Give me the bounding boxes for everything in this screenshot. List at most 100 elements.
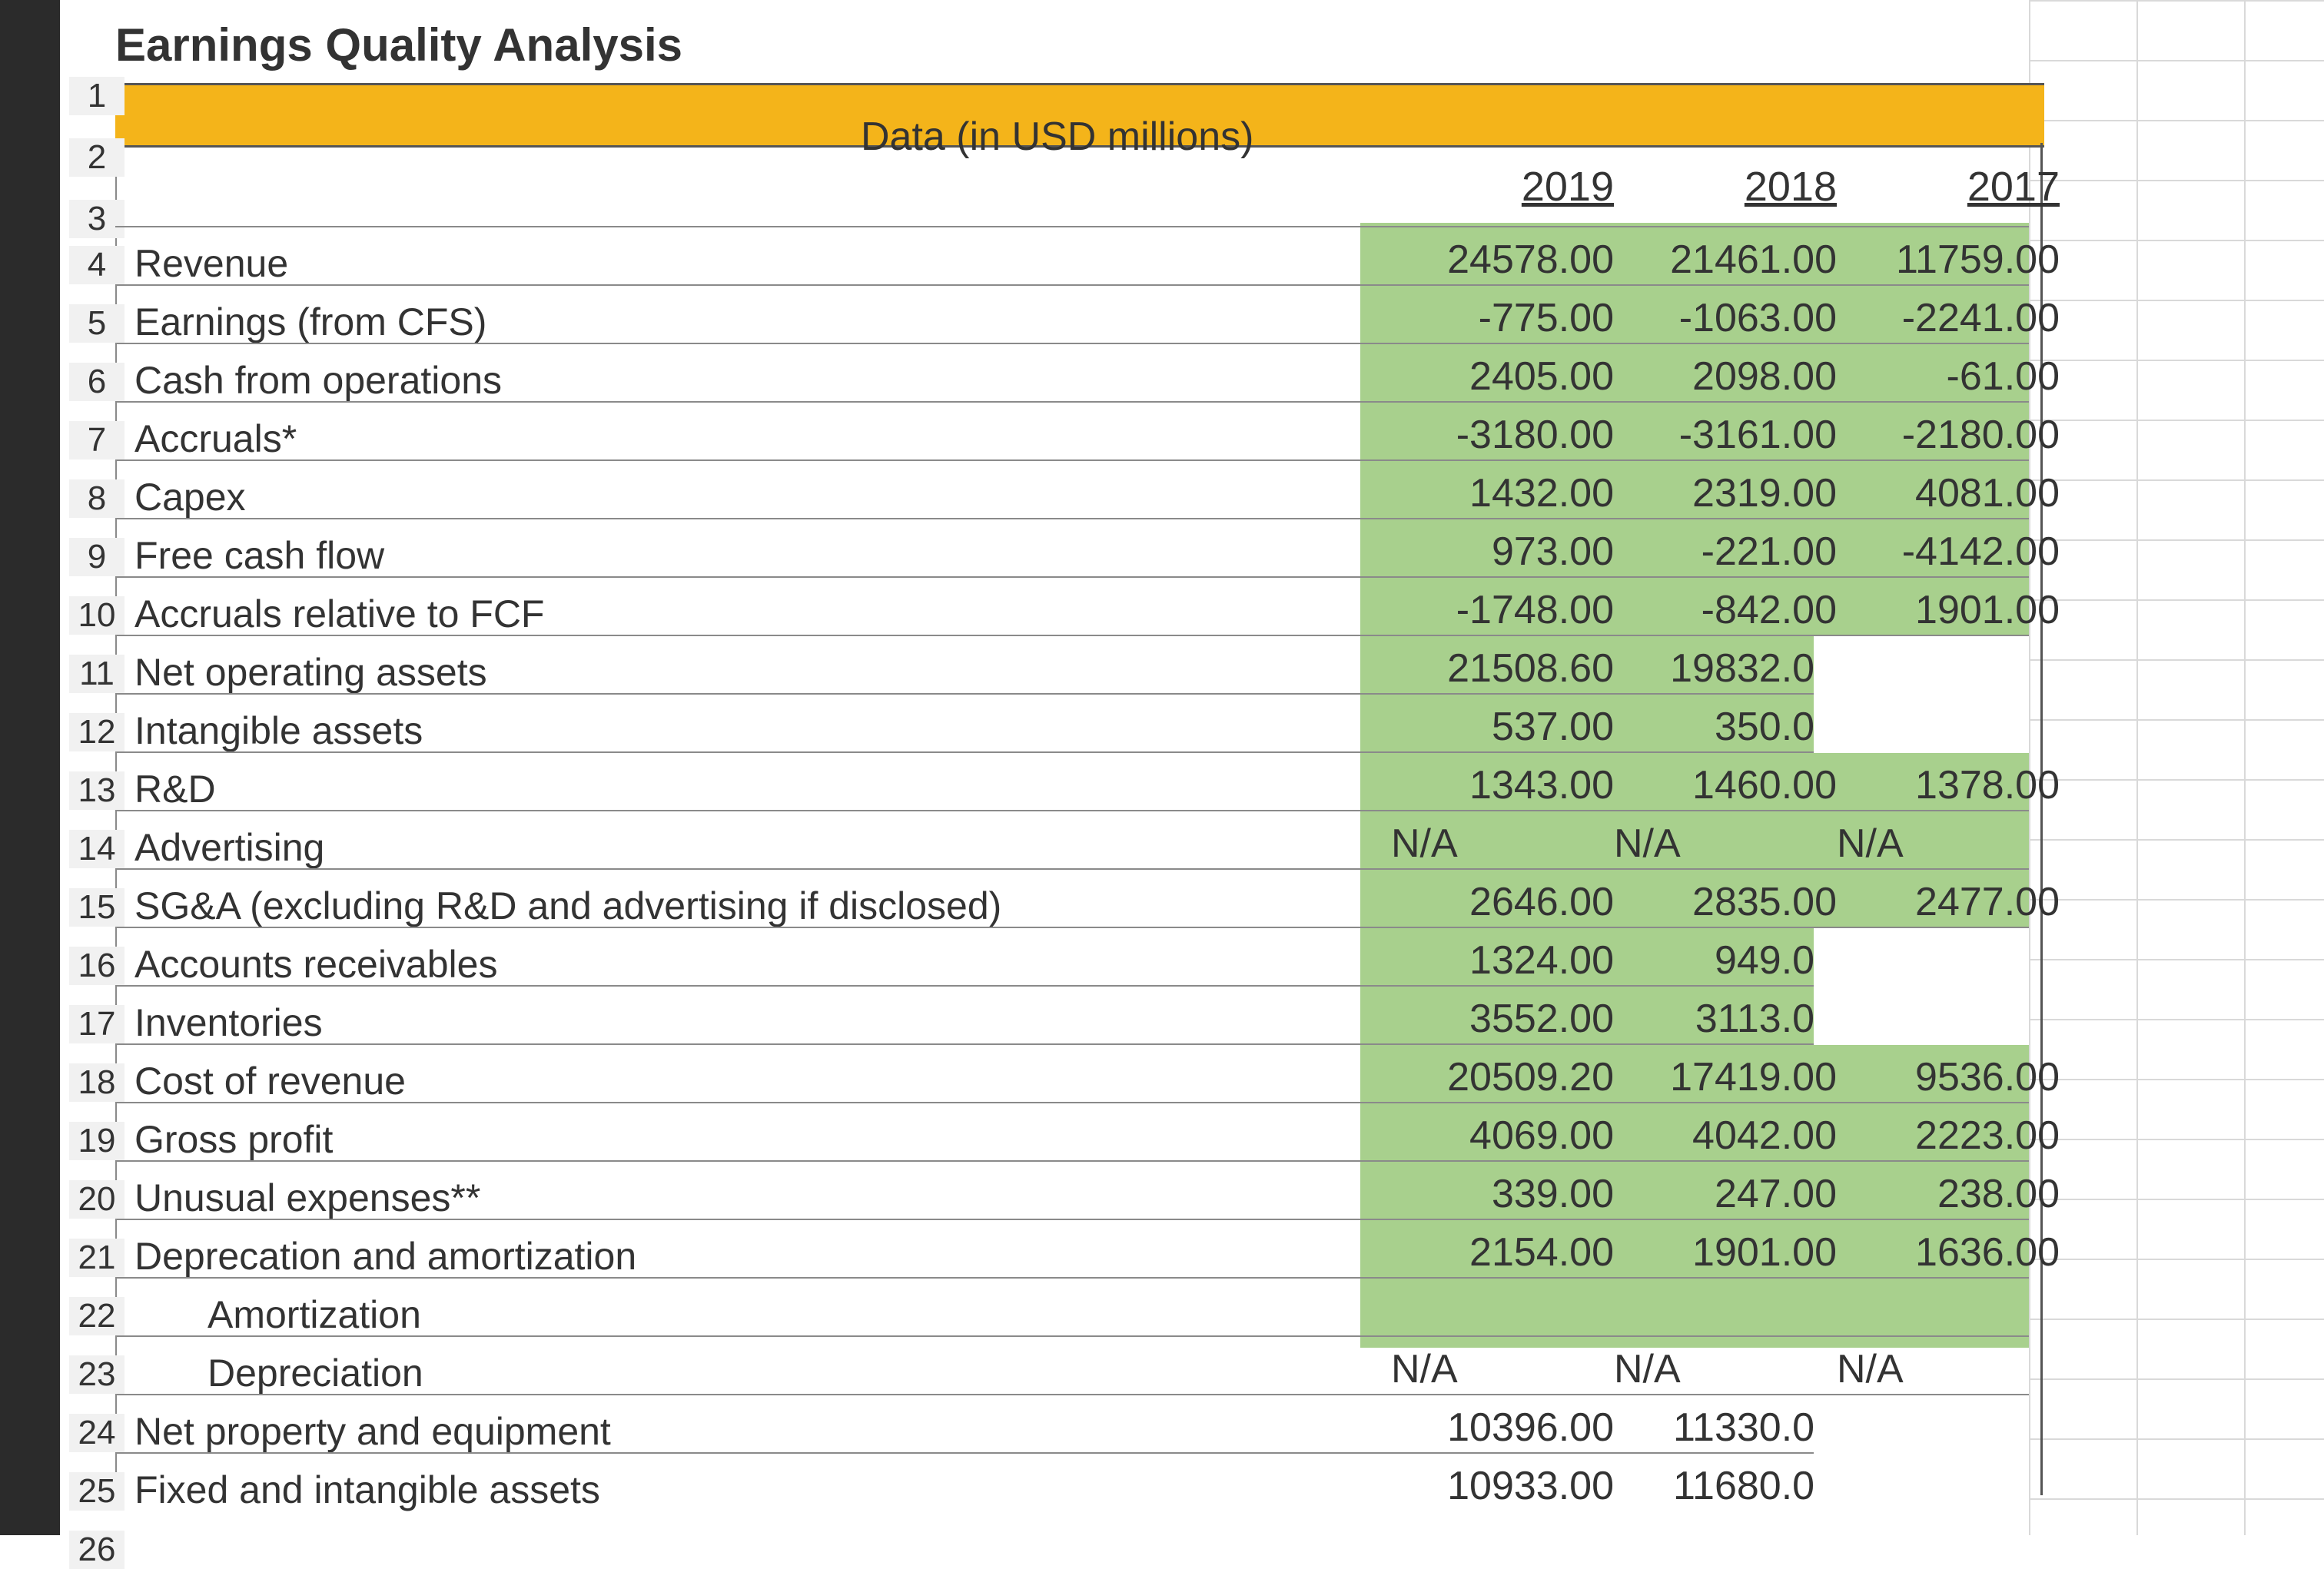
cell-value[interactable]: 24578.00 <box>1447 237 1614 282</box>
cell-value[interactable]: 21461.00 <box>1670 237 1837 282</box>
row-label[interactable]: Cost of revenue <box>134 1060 406 1103</box>
cell-value[interactable]: 3113.00 <box>1695 997 1837 1041</box>
empty-cell[interactable] <box>1814 1454 2029 1512</box>
row-label[interactable]: Capex <box>134 476 246 519</box>
row-header[interactable]: 7 <box>69 421 124 459</box>
cell-value[interactable]: N/A <box>1391 821 1458 866</box>
year-header-2019[interactable]: 2019 <box>1521 164 1614 210</box>
row-label[interactable]: R&D <box>134 768 216 811</box>
row-header[interactable]: 19 <box>69 1122 124 1160</box>
cell-value[interactable]: 4069.00 <box>1469 1113 1614 1158</box>
row-label[interactable]: Advertising <box>134 826 325 869</box>
cell-value[interactable]: 17419.00 <box>1670 1055 1837 1100</box>
cell-value[interactable]: -775.00 <box>1478 296 1614 340</box>
row-label[interactable]: Accruals* <box>134 417 297 460</box>
row-header[interactable]: 4 <box>69 246 124 284</box>
cell-value[interactable]: 21508.60 <box>1447 646 1614 691</box>
row-header[interactable]: 25 <box>69 1472 124 1511</box>
row-label[interactable]: Revenue <box>134 242 289 285</box>
cell-value[interactable]: 19832.00 <box>1670 646 1837 691</box>
cell-value[interactable]: -221.00 <box>1701 529 1837 574</box>
cell-value[interactable]: 2835.00 <box>1692 880 1837 924</box>
cell-value[interactable]: N/A <box>1837 821 1904 866</box>
row-label[interactable]: Net property and equipment <box>134 1410 611 1453</box>
cell-value[interactable]: -3180.00 <box>1456 413 1614 457</box>
cell-value[interactable]: 3552.00 <box>1469 997 1614 1041</box>
cell-value[interactable]: 1901.00 <box>1692 1230 1837 1275</box>
cell-value[interactable]: 2646.00 <box>1469 880 1614 924</box>
cell-value[interactable]: -2241.00 <box>1901 296 2060 340</box>
cell-value[interactable]: 10396.00 <box>1447 1405 1614 1450</box>
row-header[interactable]: 11 <box>69 655 124 693</box>
row-header[interactable]: 24 <box>69 1414 124 1452</box>
cell-value[interactable]: 1343.00 <box>1469 763 1614 808</box>
row-header[interactable]: 23 <box>69 1355 124 1394</box>
cell-value[interactable]: 20509.20 <box>1447 1055 1614 1100</box>
row-header[interactable]: 22 <box>69 1297 124 1335</box>
cell-value[interactable]: N/A <box>1837 1347 1904 1392</box>
cell-value[interactable]: 537.00 <box>1491 705 1614 749</box>
row-header[interactable]: 6 <box>69 363 124 401</box>
cell-value[interactable]: 11680.00 <box>1672 1464 1837 1508</box>
row-header[interactable]: 26 <box>69 1531 124 1569</box>
cell-value[interactable]: -1748.00 <box>1456 588 1614 632</box>
cell-value[interactable]: 2405.00 <box>1469 354 1614 399</box>
row-label[interactable]: Gross profit <box>134 1118 334 1161</box>
row-header[interactable]: 16 <box>69 947 124 985</box>
row-label[interactable]: SG&A (excluding R&D and advertising if d… <box>134 884 1002 927</box>
row-header[interactable]: 15 <box>69 888 124 927</box>
cell-value[interactable]: 2154.00 <box>1469 1230 1614 1275</box>
cell-value[interactable]: 1324.00 <box>1469 938 1614 983</box>
row-label[interactable]: Inventories <box>134 1001 323 1044</box>
year-header-2017[interactable]: 2017 <box>1967 164 2060 210</box>
row-label[interactable]: Net operating assets <box>134 651 487 694</box>
empty-cell[interactable] <box>1814 636 2029 695</box>
row-label[interactable]: Intangible assets <box>134 709 423 752</box>
row-label[interactable]: Accruals relative to FCF <box>134 592 545 635</box>
row-header[interactable]: 12 <box>69 713 124 751</box>
cell-value[interactable]: -61.00 <box>1946 354 2060 399</box>
cell-value[interactable]: 2098.00 <box>1692 354 1837 399</box>
cell-value[interactable]: 9536.00 <box>1915 1055 2060 1100</box>
cell-value[interactable]: 1636.00 <box>1915 1230 2060 1275</box>
row-label[interactable]: Deprecation and amortization <box>134 1235 637 1278</box>
row-header[interactable]: 14 <box>69 830 124 868</box>
row-header[interactable]: 3 <box>69 200 124 238</box>
row-label[interactable]: Earnings (from CFS) <box>134 300 487 343</box>
cell-value[interactable]: 2319.00 <box>1692 471 1837 516</box>
cell-value[interactable]: 1460.00 <box>1692 763 1837 808</box>
row-label[interactable]: Depreciation <box>208 1352 423 1395</box>
row-header[interactable]: 18 <box>69 1063 124 1102</box>
cell-value[interactable]: 2477.00 <box>1915 880 2060 924</box>
cell-value[interactable]: -2180.00 <box>1901 413 2060 457</box>
cell-value[interactable]: -3161.00 <box>1678 413 1837 457</box>
empty-cell[interactable] <box>1814 1395 2029 1454</box>
cell-value[interactable]: 2223.00 <box>1915 1113 2060 1158</box>
header-band[interactable] <box>115 83 2044 148</box>
row-header[interactable]: 20 <box>69 1180 124 1219</box>
cell-value[interactable]: -842.00 <box>1701 588 1837 632</box>
cell-value[interactable]: N/A <box>1391 1347 1458 1392</box>
cell-value[interactable]: N/A <box>1614 1347 1681 1392</box>
row-header[interactable]: 2 <box>69 138 124 177</box>
row-header[interactable]: 17 <box>69 1005 124 1043</box>
cell-value[interactable]: 247.00 <box>1714 1172 1837 1216</box>
cell-value[interactable]: 1432.00 <box>1469 471 1614 516</box>
empty-cell[interactable] <box>1814 695 2029 753</box>
row-header[interactable]: 13 <box>69 771 124 810</box>
cell-value[interactable]: 10933.00 <box>1447 1464 1614 1508</box>
empty-cell[interactable] <box>1814 987 2029 1045</box>
cell-value[interactable]: 973.00 <box>1491 529 1614 574</box>
cell-value[interactable]: 4081.00 <box>1915 471 2060 516</box>
cell-value[interactable]: 350.00 <box>1714 705 1837 749</box>
cell-value[interactable]: 949.00 <box>1714 938 1837 983</box>
cell-value[interactable]: N/A <box>1614 821 1681 866</box>
row-header[interactable]: 1 <box>69 77 124 115</box>
row-label[interactable]: Amortization <box>208 1293 421 1336</box>
row-header[interactable]: 10 <box>69 596 124 635</box>
cell-value[interactable]: -4142.00 <box>1901 529 2060 574</box>
cell-value[interactable]: 11759.00 <box>1895 237 2060 282</box>
row-header[interactable]: 9 <box>69 538 124 576</box>
cell-value[interactable]: 11330.00 <box>1672 1405 1837 1450</box>
row-header[interactable]: 8 <box>69 479 124 518</box>
